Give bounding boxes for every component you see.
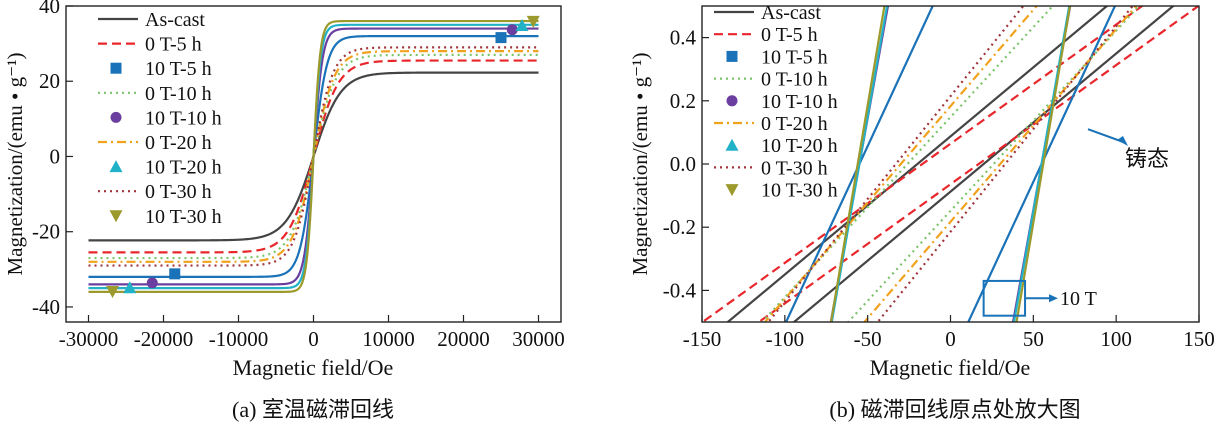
panel-b-legend-label-0-t-20-h: 0 T-20 h	[761, 113, 828, 135]
panel-b-y-tick-label: 0.0	[670, 152, 696, 176]
panel-a: -30000 -20000 -10000 0 10000 20000 30000 -40 -20…	[3, 0, 565, 422]
panel-b-legend-label-10-t-20-h: 10 T-20 h	[761, 135, 838, 157]
panel-b-curves	[702, 6, 1199, 322]
panel-b-branch-0-t-5-h	[702, 6, 1144, 322]
panel-a-marker-10-t-10-h	[146, 277, 158, 289]
panel-a-x-tick-label: -10000	[209, 327, 269, 351]
panel-b-legend-marker-10-t-30-h	[725, 184, 739, 197]
panel-a-legend-label-10-t-5-h: 10 T-5 h	[145, 58, 212, 80]
panel-b-x-tick-label: 50	[1023, 327, 1044, 351]
panel-b-branch-10-t-30-h	[829, 6, 886, 322]
panel-a-ylabel: Magnetization/(emu • g⁻¹)	[3, 52, 27, 275]
panel-b-legend-label-10-t-5-h: 10 T-5 h	[761, 46, 828, 68]
panel-b: -150 -100 -50 0 50 100 150 -0.4 -0.2 0.0 0.2 0.4 As…	[628, 2, 1215, 422]
panel-b-y-tick-label: -0.4	[663, 278, 697, 302]
panel-b-legend-marker-10-t-5-h	[726, 50, 738, 62]
panel-b-legend-label-as-cast: As-cast	[761, 2, 821, 24]
panel-a-y-tick-label: -20	[32, 220, 60, 244]
panel-a-legend-marker-10-t-20-h	[109, 160, 123, 173]
panel-a-marker-10-t-5-h	[169, 268, 181, 280]
panel-b-branch-10-t-30-h	[1015, 6, 1072, 322]
panel-b-branch-0-t-20-h	[763, 6, 1039, 322]
panel-a-series-0-t-20-h	[88, 50, 539, 263]
panel-a-legend-label-as-cast: As-cast	[145, 9, 205, 31]
annotation-as-cast-arrowhead	[1117, 136, 1128, 146]
panel-a-xlabel: Magnetic field/Oe	[233, 355, 394, 380]
panel-a-x-tick-label: 20000	[437, 327, 490, 351]
panel-b-x-tick-label: -100	[766, 327, 805, 351]
panel-a-legend-label-0-t-5-h: 0 T-5 h	[145, 34, 202, 56]
panel-a-series-10-t-30-h	[88, 19, 539, 293]
panel-a-y-tick-label: 40	[39, 0, 60, 18]
annotation-as-cast: 铸态	[1125, 146, 1169, 171]
panel-a-marker-10-t-20-h	[515, 19, 529, 32]
panel-b-xlabel: Magnetic field/Oe	[870, 355, 1031, 380]
panel-b-legend-marker-10-t-20-h	[725, 138, 739, 151]
panel-b-y-tick-label: 0.2	[670, 89, 696, 113]
panel-b-legend-marker-10-t-10-h	[726, 95, 738, 107]
panel-b-legend-label-0-t-10-h: 0 T-10 h	[761, 69, 828, 91]
panel-b-caption: (b) 磁滞回线原点处放大图	[829, 397, 1080, 422]
panel-a-x-tick-label: -20000	[134, 327, 194, 351]
panel-a-marker-10-t-30-h	[106, 286, 119, 299]
panel-a-legend: As-cast 0 T-5 h10 T-5 h 0 T-10 h10 T-10 h 0…	[98, 9, 222, 228]
panel-b-branch-0-t-10-h	[846, 6, 1141, 322]
panel-a-curves	[88, 19, 539, 293]
panel-b-y-tick-label: -0.2	[663, 215, 696, 239]
panel-a-legend-label-0-t-10-h: 0 T-10 h	[145, 83, 212, 105]
panel-a-x-tick-label: 0	[308, 327, 319, 351]
panel-b-branch-0-t-30-h	[876, 6, 1135, 322]
panel-a-marker-10-t-10-h	[506, 24, 518, 36]
panel-b-x-tick-label: -150	[683, 327, 722, 351]
panel-b-annotations: 铸态 10 T	[982, 128, 1169, 317]
panel-b-x-tick-label: 150	[1183, 327, 1215, 351]
panel-a-caption: (a) 室温磁滞回线	[232, 397, 394, 422]
panel-a-axes: -30000 -20000 -10000 0 10000 20000 30000 -40 -20…	[32, 0, 565, 351]
panel-b-x-tick-label: -50	[854, 327, 882, 351]
panel-a-series-0-t-30-h	[88, 46, 539, 267]
panel-b-x-tick-label: 0	[945, 327, 956, 351]
panel-b-x-tick-label: 100	[1100, 327, 1132, 351]
panel-a-x-tick-label: 10000	[362, 327, 415, 351]
panel-a-y-tick-label: -40	[32, 295, 60, 319]
panel-b-legend-label-10-t-10-h: 10 T-10 h	[761, 91, 838, 113]
annotation-10t: 10 T	[1060, 288, 1097, 310]
panel-a-marker-10-t-30-h	[526, 15, 540, 28]
panel-b-branch-0-t-20-h	[862, 6, 1138, 322]
panel-a-marker-10-t-5-h	[495, 32, 507, 44]
panel-a-legend-label-0-t-30-h: 0 T-30 h	[145, 181, 212, 203]
panel-a-legend-marker-10-t-5-h	[110, 62, 122, 74]
panel-b-legend-label-0-t-5-h: 0 T-5 h	[761, 24, 818, 46]
panel-a-legend-marker-10-t-30-h	[109, 210, 123, 223]
panel-a-marker-10-t-20-h	[123, 281, 137, 294]
panel-b-branch-as-cast	[726, 6, 1109, 322]
panel-a-x-tick-label: 30000	[512, 327, 565, 351]
panel-b-branch-as-cast	[792, 6, 1175, 322]
panel-a-legend-label-0-t-20-h: 0 T-20 h	[145, 132, 212, 154]
panel-b-y-tick-label: 0.4	[670, 26, 697, 50]
panel-b-legend-label-0-t-30-h: 0 T-30 h	[761, 157, 828, 179]
panel-b-axes: -150 -100 -50 0 50 100 150 -0.4 -0.2 0.0 0.2 0.4	[663, 5, 1215, 351]
panel-b-branch-10-t-20-h	[830, 6, 889, 322]
panel-b-ylabel: Magnetization/(emu • g⁻¹)	[628, 52, 652, 275]
annotation-10t-arrowhead	[1049, 294, 1058, 303]
panel-a-x-tick-label: -30000	[59, 327, 119, 351]
panel-b-branch-0-t-5-h	[757, 6, 1199, 322]
panel-a-y-tick-label: 0	[50, 144, 61, 168]
panel-a-y-tick-label: 20	[39, 69, 60, 93]
panel-a-markers	[106, 15, 540, 299]
panel-b-legend-label-10-t-30-h: 10 T-30 h	[761, 180, 838, 202]
panel-a-legend-label-10-t-20-h: 10 T-20 h	[145, 157, 222, 179]
panel-a-legend-label-10-t-30-h: 10 T-30 h	[145, 206, 222, 228]
panel-a-legend-marker-10-t-10-h	[110, 111, 122, 123]
panel-a-legend-label-10-t-10-h: 10 T-10 h	[145, 107, 222, 129]
